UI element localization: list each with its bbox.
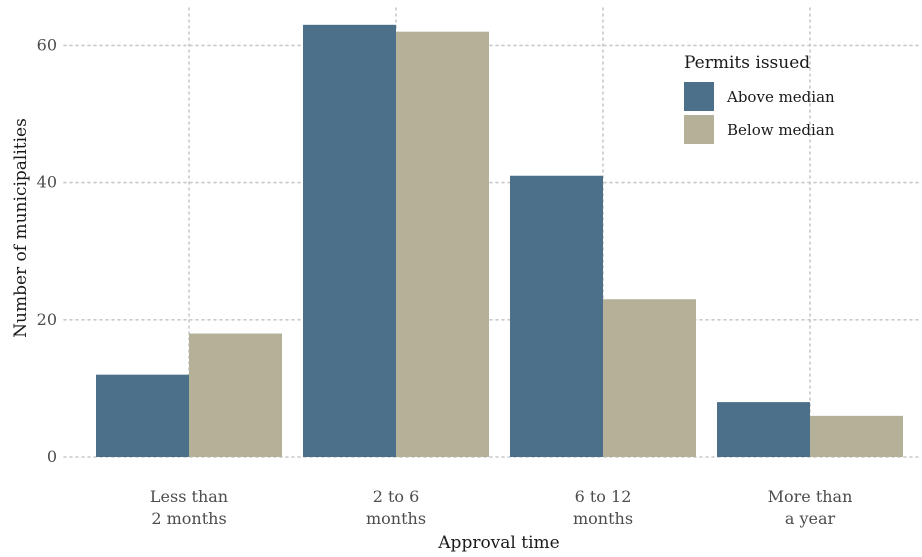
y-tick-label: 0 <box>47 447 57 466</box>
y-axis-title: Number of municipalities <box>11 118 31 338</box>
bars <box>96 24 903 458</box>
x-tick-label: More than <box>768 487 853 506</box>
x-tick-label: months <box>366 509 426 528</box>
bar-below-median <box>396 31 489 458</box>
x-tick-label: 6 to 12 <box>575 487 632 506</box>
bar-above-median <box>717 402 810 457</box>
x-tick-label: a year <box>785 509 836 528</box>
legend-swatch <box>684 115 714 144</box>
x-tick-label: Less than <box>150 487 228 506</box>
legend: Permits issued Above median Below median <box>684 53 835 144</box>
y-axis-ticks: 0 20 40 60 <box>37 35 57 466</box>
legend-label: Above median <box>726 88 835 106</box>
legend-title: Permits issued <box>684 53 810 73</box>
bar-above-median <box>96 374 189 457</box>
bar-above-median <box>303 24 396 457</box>
y-tick-label: 60 <box>37 35 57 54</box>
x-axis-ticks: Less than 2 months 2 to 6 months 6 to 12 mont… <box>150 487 852 528</box>
bar-above-median <box>510 175 603 458</box>
x-tick-label: 2 to 6 <box>373 487 420 506</box>
legend-label: Below median <box>727 121 835 139</box>
legend-items: Above median Below median <box>684 82 835 144</box>
bar-below-median <box>603 299 696 457</box>
x-axis-title: Approval time <box>437 533 559 553</box>
y-tick-label: 20 <box>37 310 57 329</box>
x-tick-label: months <box>573 509 633 528</box>
bar-below-median <box>810 415 903 457</box>
bar-below-median <box>189 333 282 457</box>
y-tick-label: 40 <box>37 173 57 192</box>
x-tick-label: 2 months <box>151 509 226 528</box>
legend-swatch <box>684 82 714 111</box>
